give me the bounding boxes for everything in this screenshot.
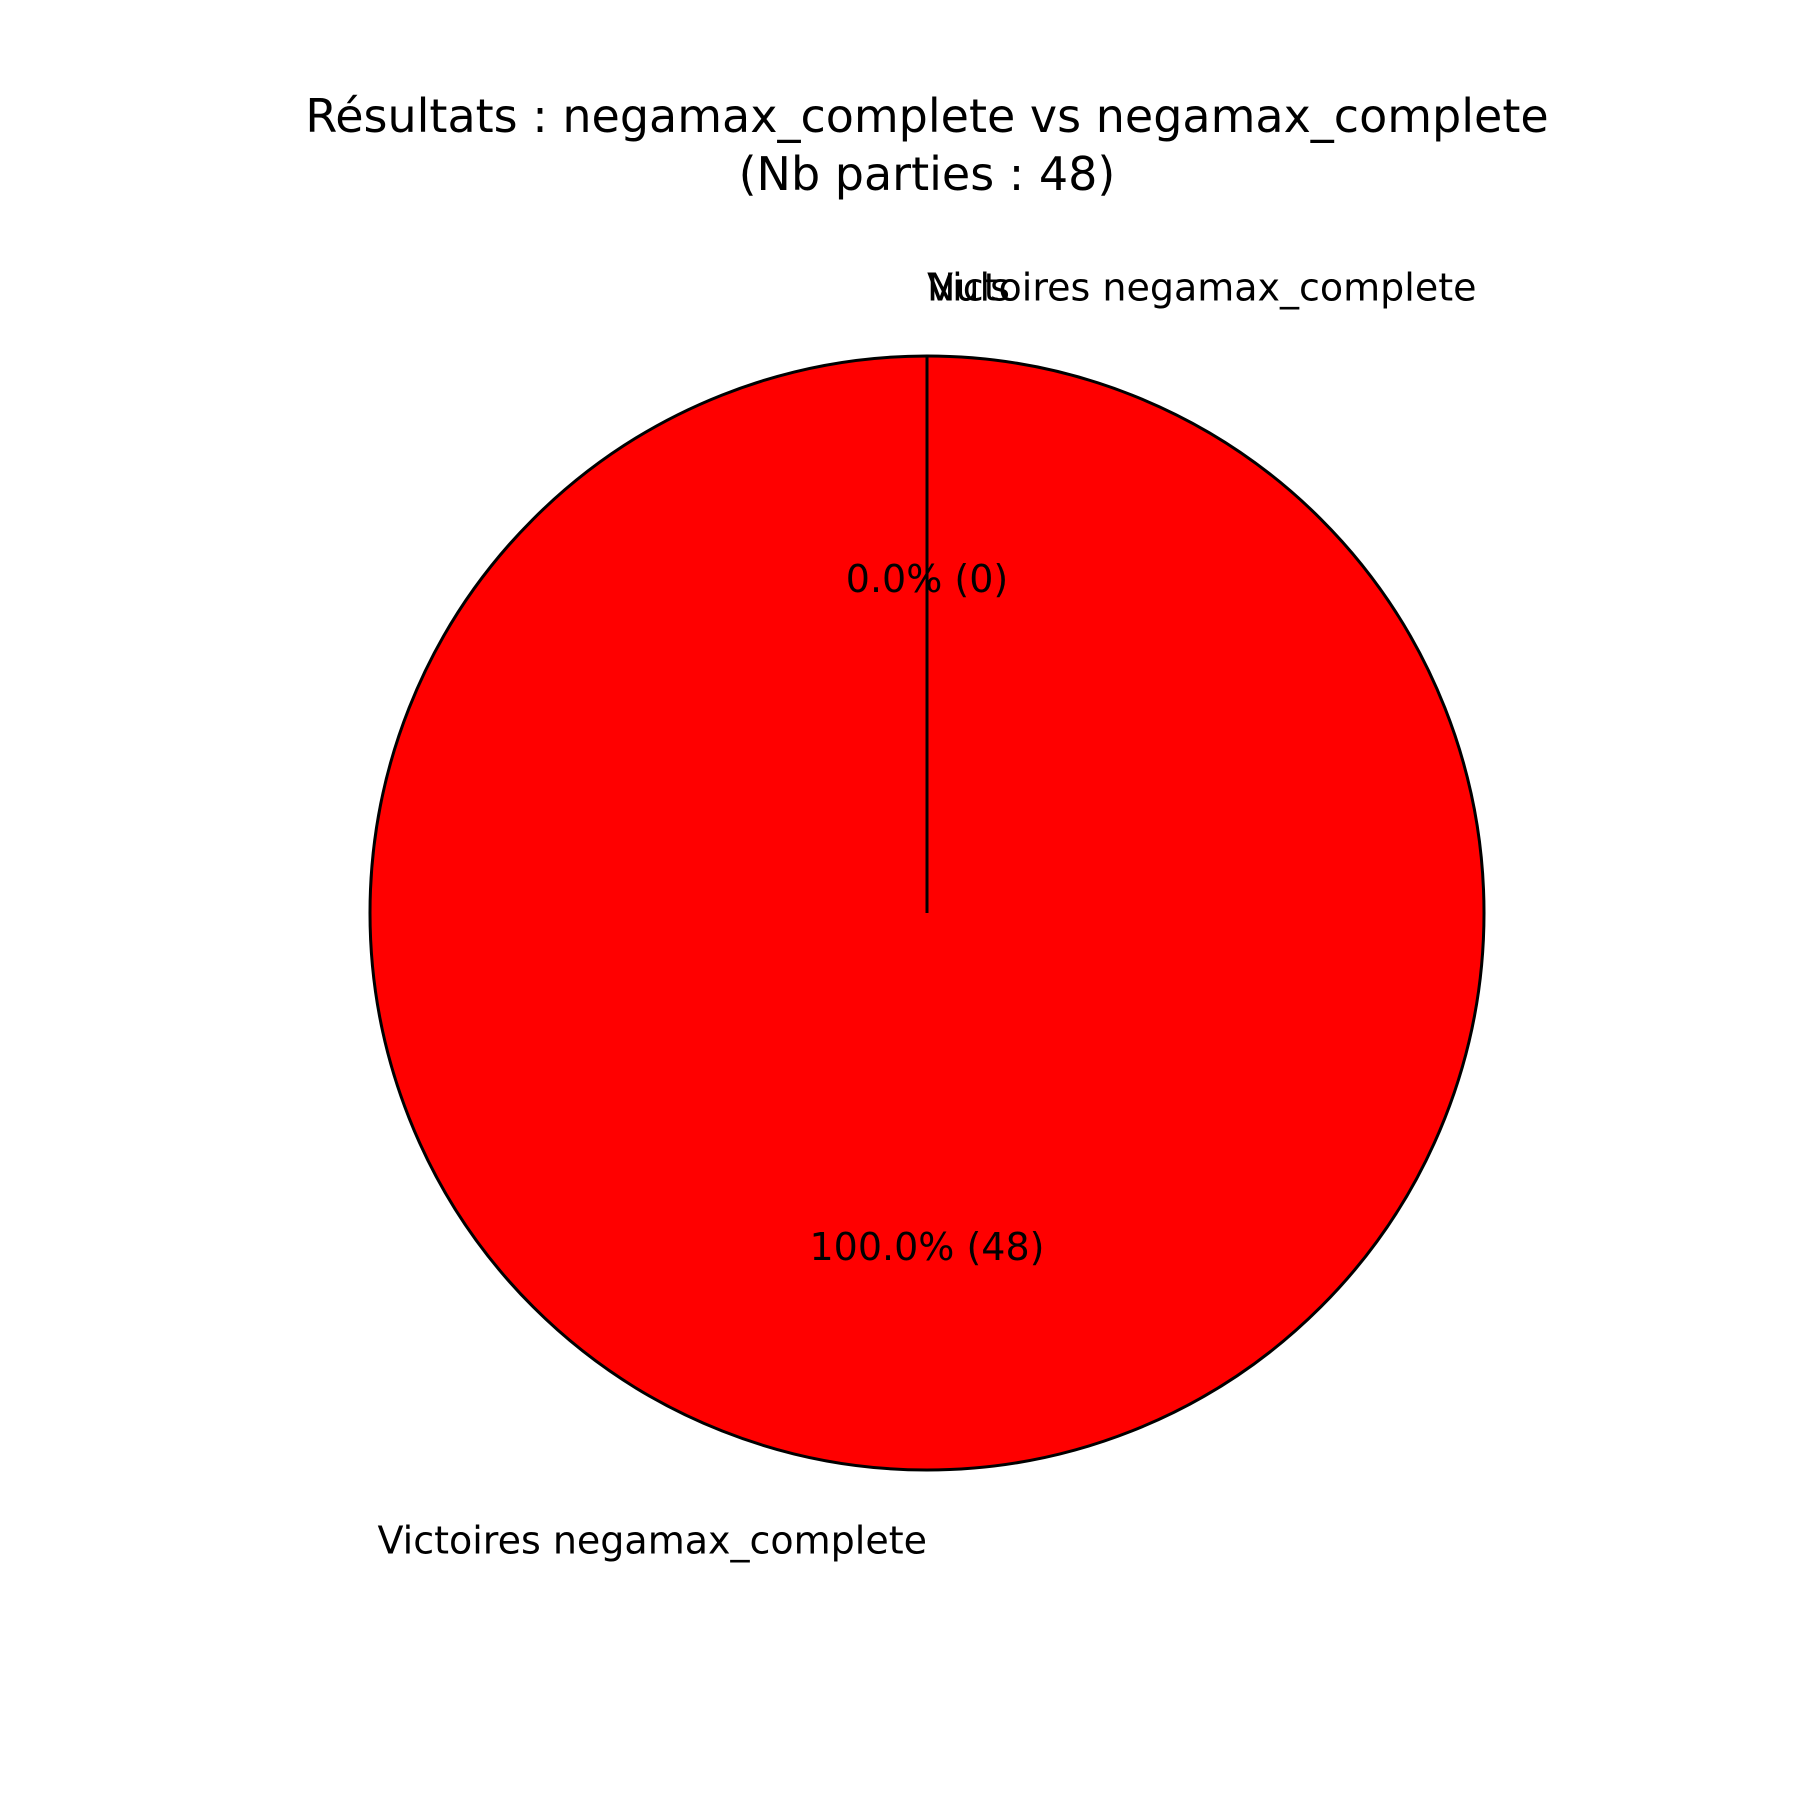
chart-subtitle: (Nb parties : 48)	[739, 147, 1116, 201]
pie-slices	[368, 354, 1486, 1472]
slice-percent-label: 100.0% (48)	[810, 1225, 1045, 1269]
slice-label: Victoires negamax_complete	[927, 265, 1477, 309]
chart-title: Résultats : negamax_complete vs negamax_…	[305, 89, 1548, 143]
slice-label: Nuls	[927, 265, 1010, 309]
slice-percent-label: 0.0% (0)	[846, 557, 1008, 601]
slice-label: Victoires negamax_complete	[377, 1519, 927, 1563]
